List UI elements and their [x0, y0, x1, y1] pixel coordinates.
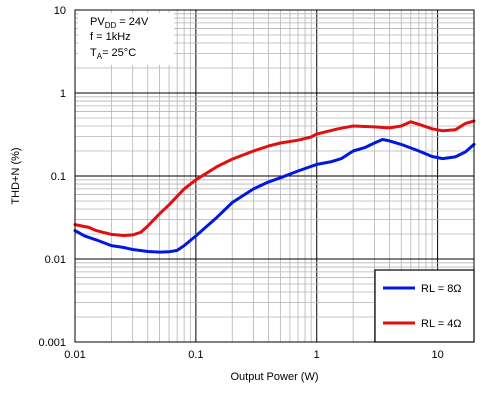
y-tick-label: 1 [60, 88, 66, 100]
conditions-box [78, 13, 174, 65]
condition-frequency: f = 1kHz [90, 31, 131, 43]
legend-label-rl-4: RL = 4Ω [421, 318, 462, 330]
series-lines [73, 119, 476, 254]
condition-temperature: TA= 25°C [90, 47, 136, 61]
legend: RL = 8Ω RL = 4Ω [374, 269, 475, 343]
plot-frame [74, 9, 475, 343]
legend-box [374, 269, 475, 343]
y-tick-label: 0.01 [45, 254, 66, 266]
condition-pvdd: PVDD = 24V [90, 16, 149, 30]
x-axis-label: Output Power (W) [230, 371, 318, 383]
legend-label-rl-8: RL = 8Ω [421, 283, 462, 295]
x-tick-label: 10 [431, 349, 443, 361]
x-tick-label: 1 [314, 349, 320, 361]
y-tick-label: 10 [54, 5, 66, 17]
y-tick-label: 0.1 [51, 171, 66, 183]
x-tick-label: 0.01 [64, 349, 85, 361]
y-tick-label: 0.001 [38, 337, 66, 349]
x-tick-label: 0.1 [188, 349, 203, 361]
series-line-rl-8 [73, 138, 476, 254]
series-line-rl-4 [73, 119, 476, 237]
y-axis-label: THD+N (%) [10, 147, 22, 204]
